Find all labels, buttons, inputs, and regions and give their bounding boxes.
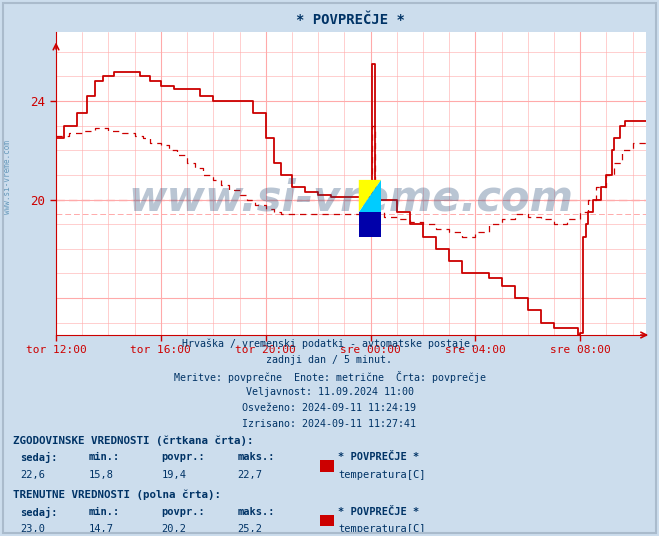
- Text: 15,8: 15,8: [89, 470, 114, 480]
- Text: sedaj:: sedaj:: [20, 452, 57, 464]
- Text: Veljavnost: 11.09.2024 11:00: Veljavnost: 11.09.2024 11:00: [246, 387, 413, 397]
- Text: povpr.:: povpr.:: [161, 452, 205, 463]
- Text: 20,2: 20,2: [161, 524, 186, 534]
- Text: 19,4: 19,4: [161, 470, 186, 480]
- Text: www.si-vreme.com: www.si-vreme.com: [3, 140, 13, 214]
- Text: maks.:: maks.:: [237, 452, 275, 463]
- Text: povpr.:: povpr.:: [161, 507, 205, 517]
- Text: maks.:: maks.:: [237, 507, 275, 517]
- Text: Osveženo: 2024-09-11 11:24:19: Osveženo: 2024-09-11 11:24:19: [243, 403, 416, 413]
- Polygon shape: [358, 180, 381, 212]
- Text: 25,2: 25,2: [237, 524, 262, 534]
- Text: TRENUTNE VREDNOSTI (polna črta):: TRENUTNE VREDNOSTI (polna črta):: [13, 489, 221, 500]
- Text: min.:: min.:: [89, 507, 120, 517]
- Text: * POVPREČJE *: * POVPREČJE *: [338, 452, 419, 463]
- Text: 22,6: 22,6: [20, 470, 45, 480]
- Text: temperatura[C]: temperatura[C]: [338, 470, 426, 480]
- Text: Hrvaška / vremenski podatki - avtomatske postaje.: Hrvaška / vremenski podatki - avtomatske…: [183, 339, 476, 349]
- Text: min.:: min.:: [89, 452, 120, 463]
- Polygon shape: [358, 180, 381, 212]
- Text: 22,7: 22,7: [237, 470, 262, 480]
- Text: Meritve: povprečne  Enote: metrične  Črta: povprečje: Meritve: povprečne Enote: metrične Črta:…: [173, 371, 486, 383]
- Bar: [358, 212, 381, 236]
- Text: sedaj:: sedaj:: [20, 507, 57, 518]
- Text: Izrisano: 2024-09-11 11:27:41: Izrisano: 2024-09-11 11:27:41: [243, 419, 416, 429]
- Text: 23,0: 23,0: [20, 524, 45, 534]
- Text: * POVPREČJE *: * POVPREČJE *: [338, 507, 419, 517]
- Text: www.si-vreme.com: www.si-vreme.com: [129, 178, 573, 220]
- Text: ZGODOVINSKE VREDNOSTI (črtkana črta):: ZGODOVINSKE VREDNOSTI (črtkana črta):: [13, 435, 254, 446]
- Text: zadnji dan / 5 minut.: zadnji dan / 5 minut.: [266, 355, 393, 365]
- Text: temperatura[C]: temperatura[C]: [338, 524, 426, 534]
- Text: 14,7: 14,7: [89, 524, 114, 534]
- Title: * POVPREČJE *: * POVPREČJE *: [297, 13, 405, 27]
